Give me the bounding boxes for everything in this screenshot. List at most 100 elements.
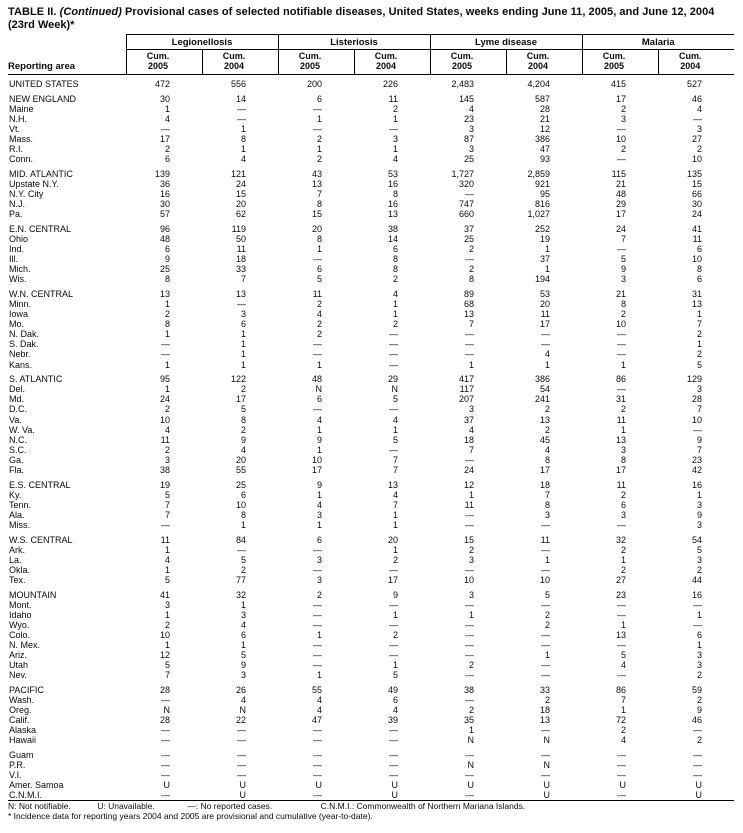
reporting-area-cell: Idaho	[9, 609, 32, 620]
table-row: E.S. CENTRAL 19 25 9 13 12 18 11 16	[8, 475, 734, 490]
reporting-area-cell: Hawaii	[9, 735, 37, 746]
value-cell: 9	[316, 434, 322, 445]
reporting-area-cell: Conn.	[9, 154, 34, 165]
value-cell: 2	[240, 424, 246, 435]
value-cell: 7	[468, 444, 474, 455]
value-cell: 37	[463, 223, 474, 234]
value-cell: —	[237, 760, 246, 770]
value-cell: 3	[468, 144, 474, 155]
value-cell: —	[389, 749, 398, 760]
value-cell: 6	[392, 244, 398, 254]
value-cell: —	[389, 619, 398, 630]
reporting-area-cell: Miss.	[9, 519, 30, 530]
reporting-area-cell: Ky.	[9, 489, 22, 500]
value-cell: 2	[620, 489, 626, 500]
value-cell: 7	[696, 404, 702, 415]
footnote-legend: N: Not notifiable. U: Unavailable. —: No…	[8, 801, 738, 811]
table-row: Wyo. 2 4 — — — 2 1 —	[8, 620, 734, 630]
table-row: MID. ATLANTIC 139 121 43 53 1,727 2,859 115 135	[8, 164, 734, 179]
table-row: W. Va. 4 2 1 1 4 2 1 —	[8, 425, 734, 435]
value-cell: 8	[164, 274, 170, 285]
value-cell: 1	[392, 519, 398, 530]
column-header-cum-2004-5: Cum. 2004	[505, 49, 582, 75]
value-cell: 119	[231, 223, 246, 234]
value-cell: 3	[392, 134, 398, 145]
value-cell: 11	[616, 414, 626, 425]
value-cell: 13	[311, 178, 322, 189]
value-cell: —	[237, 735, 246, 746]
value-cell: 26	[235, 684, 246, 695]
value-cell: 10	[539, 574, 550, 585]
value-cell: 21	[539, 113, 550, 124]
value-cell: 8	[164, 319, 170, 330]
value-cell: —	[617, 339, 626, 350]
value-cell: 86	[615, 684, 626, 695]
value-cell: —	[161, 519, 170, 530]
value-cell: 11	[388, 93, 398, 104]
value-cell: 5	[240, 404, 246, 415]
value-cell: 1	[164, 639, 170, 650]
value-cell: 93	[539, 154, 550, 165]
value-cell: 7	[696, 319, 702, 330]
value-cell: 95	[159, 374, 170, 385]
value-cell: 41	[691, 223, 702, 234]
value-cell: 43	[311, 168, 322, 179]
table-row: Oreg. N N 4 4 2 18 1 9	[8, 705, 734, 715]
table-row: Amer. Samoa U U U U U U U U	[8, 780, 734, 790]
value-cell: 6	[696, 244, 702, 254]
value-cell: —	[313, 650, 322, 661]
value-cell: 2	[620, 144, 626, 155]
value-cell: U	[543, 780, 551, 791]
value-cell: 2	[696, 564, 702, 575]
value-cell: 13	[691, 298, 702, 309]
value-cell: 48	[311, 374, 322, 385]
value-cell: 2,483	[451, 79, 474, 90]
value-cell: 2	[164, 144, 170, 155]
value-cell: 32	[235, 589, 246, 600]
value-cell: 11	[540, 534, 550, 545]
reporting-area-cell: Nebr.	[9, 349, 31, 360]
value-cell: 33	[235, 264, 246, 275]
column-header-cum-2004-7: Cum. 2004	[657, 49, 734, 75]
value-cell: 2	[316, 589, 322, 600]
value-cell: —	[617, 384, 626, 395]
value-cell: 16	[691, 479, 702, 490]
reporting-area-cell: Ga.	[9, 454, 24, 465]
value-cell: 25	[463, 233, 474, 244]
table-row: R.I. 2 1 1 1 3 47 2 2	[8, 144, 734, 154]
value-cell: 16	[387, 178, 398, 189]
reporting-area-cell: S. Dak.	[9, 339, 39, 350]
value-cell: 556	[230, 79, 246, 90]
value-cell: 11	[616, 479, 626, 490]
value-cell: 7	[164, 499, 170, 510]
reporting-area-cell: Alaska	[9, 725, 37, 736]
value-cell: 1	[240, 349, 246, 360]
table-row: Nebr. — 1 — — — 4 — 2	[8, 349, 734, 359]
value-cell: 21	[615, 288, 626, 299]
value-cell: 117	[459, 384, 474, 395]
reporting-area-cell: N. Mex.	[9, 639, 41, 650]
value-cell: 194	[534, 274, 550, 285]
value-cell: 1	[620, 619, 626, 630]
value-cell: 30	[691, 199, 702, 210]
value-cell: U	[239, 780, 247, 791]
value-cell: 4	[316, 309, 322, 320]
value-cell: 8	[392, 189, 398, 200]
value-cell: 1,027	[527, 209, 550, 220]
reporting-area-cell: Minn.	[9, 298, 32, 309]
value-cell: 3	[696, 650, 702, 661]
value-cell: 4	[316, 499, 322, 510]
value-cell: 50	[235, 233, 246, 244]
value-cell: 49	[387, 684, 398, 695]
value-cell: —	[465, 619, 474, 630]
value-cell: —	[313, 339, 322, 350]
value-cell: 200	[306, 79, 322, 90]
value-cell: 4,204	[527, 79, 550, 90]
value-cell: 6	[620, 499, 626, 510]
value-cell: —	[465, 770, 474, 781]
reporting-area-cell: Okla.	[9, 564, 31, 575]
value-cell: 2	[240, 564, 246, 575]
reporting-area-cell: La.	[9, 554, 22, 565]
value-cell: 8	[240, 509, 246, 520]
